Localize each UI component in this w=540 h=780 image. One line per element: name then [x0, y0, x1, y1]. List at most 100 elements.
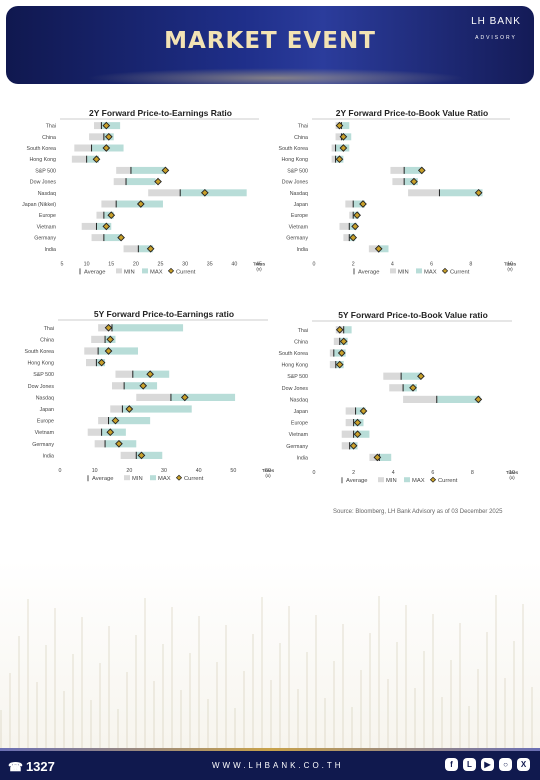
- legend-current-swatch: [441, 267, 449, 274]
- decor-bar: [225, 625, 227, 750]
- decor-bar: [423, 651, 425, 750]
- decor-bar: [414, 688, 416, 750]
- tick-label: 2: [352, 261, 355, 267]
- category-label: Japan: [294, 202, 308, 208]
- decor-bar: [207, 699, 209, 750]
- current-marker: [474, 395, 483, 404]
- decor-bar: [522, 604, 524, 750]
- bar-max-range: [353, 200, 365, 208]
- tick-label: 40: [231, 261, 237, 267]
- bar-min-range: [94, 122, 102, 130]
- bar-max-range: [108, 417, 151, 425]
- decor-bar: [351, 707, 353, 750]
- category-label: Vietnam: [289, 432, 309, 438]
- category-label: China: [294, 135, 308, 141]
- tick-label: 60: [265, 468, 271, 474]
- bar-min-range: [383, 372, 402, 380]
- unit-label: Times: [504, 261, 517, 266]
- brand-logo[interactable]: LH BANK ADVISORY: [466, 16, 526, 41]
- legend-min-label: MIN: [398, 269, 409, 275]
- current-marker: [353, 430, 362, 439]
- bar-max-range: [379, 453, 392, 461]
- current-marker: [161, 166, 170, 175]
- tick-label: 5: [61, 261, 64, 267]
- tick-label: 6: [431, 470, 434, 476]
- hotline-number: 1327: [25, 759, 55, 774]
- unit-label: (x): [265, 473, 271, 478]
- page-title: MARKET EVENT: [164, 28, 376, 54]
- bar-min-range: [389, 384, 404, 392]
- line-icon[interactable]: L: [463, 758, 476, 771]
- decor-bar: [36, 682, 38, 750]
- website-link[interactable]: WWW.LHBANK.CO.TH: [212, 761, 344, 770]
- bar-min-range: [345, 419, 354, 427]
- decor-bar: [252, 634, 254, 750]
- category-label: Vietnam: [35, 430, 55, 436]
- legend-max-label: MAX: [158, 476, 171, 482]
- category-label: South Korea: [27, 146, 57, 152]
- chart-title: 5Y Forward Price-to-Earnings ratio: [94, 309, 234, 319]
- tick-label: 15: [108, 261, 114, 267]
- decor-bar: [306, 652, 308, 750]
- decor-bar: [108, 626, 110, 750]
- current-marker: [102, 222, 111, 231]
- category-label: India: [45, 247, 57, 253]
- bar-min-range: [98, 417, 109, 425]
- bar-min-range: [74, 144, 92, 152]
- bar-min-range: [331, 155, 336, 163]
- hotline[interactable]: ☎ 1327: [8, 759, 55, 774]
- tick-label: 35: [207, 261, 213, 267]
- tick-label: 25: [158, 261, 164, 267]
- bar-min-range: [101, 200, 117, 208]
- x-icon[interactable]: X: [517, 758, 530, 771]
- current-marker: [353, 211, 361, 220]
- decor-bar: [450, 660, 452, 750]
- bar-min-range: [96, 211, 104, 219]
- source-note: Source: Bloomberg, LH Bank Advisory as o…: [333, 509, 503, 515]
- tick-label: 50: [230, 468, 236, 474]
- legend-max-label: MAX: [424, 269, 437, 275]
- current-marker: [351, 222, 359, 231]
- footer-bar: ☎ 1327 WWW.LHBANK.CO.TH f L ▶ ○ X: [0, 748, 540, 780]
- bar-max-range: [439, 189, 483, 197]
- category-label: Thai: [298, 328, 308, 334]
- category-label: Dow Jones: [282, 180, 309, 186]
- bar-min-range: [91, 234, 104, 242]
- category-label: Germany: [32, 442, 54, 448]
- bar-min-range: [335, 133, 342, 141]
- category-label: Nasdaq: [290, 191, 308, 197]
- unit-label: (x): [509, 475, 515, 480]
- decor-bar: [18, 636, 20, 750]
- header-glow: [86, 68, 466, 84]
- decor-bar: [243, 671, 245, 750]
- decor-bar: [216, 662, 218, 750]
- tick-label: 4: [392, 470, 395, 476]
- decor-bar: [270, 680, 272, 750]
- current-marker: [106, 335, 115, 344]
- decor-bar: [531, 687, 533, 750]
- current-marker: [337, 349, 346, 357]
- current-marker: [102, 121, 111, 130]
- tick-label: 6: [430, 261, 433, 267]
- legend-max-label: MAX: [150, 269, 163, 275]
- decor-bar: [279, 643, 281, 750]
- instagram-icon[interactable]: ○: [499, 758, 512, 771]
- tick-label: 30: [161, 468, 167, 474]
- current-marker: [474, 188, 483, 197]
- category-label: Germany: [34, 236, 56, 242]
- category-label: Japan (Nikkei): [22, 202, 56, 208]
- current-marker: [374, 244, 383, 253]
- bar-max-range: [343, 326, 352, 334]
- social-links: f L ▶ ○ X: [445, 758, 530, 771]
- youtube-icon[interactable]: ▶: [481, 758, 494, 771]
- current-marker: [335, 121, 344, 130]
- decor-bar: [135, 635, 137, 750]
- category-label: India: [297, 455, 309, 461]
- bar-max-range: [341, 122, 350, 130]
- facebook-icon[interactable]: f: [445, 758, 458, 771]
- current-marker: [154, 177, 162, 186]
- bar-max-range: [101, 122, 121, 130]
- decor-bar: [162, 644, 164, 750]
- bar-min-range: [341, 430, 354, 438]
- current-marker: [339, 132, 348, 141]
